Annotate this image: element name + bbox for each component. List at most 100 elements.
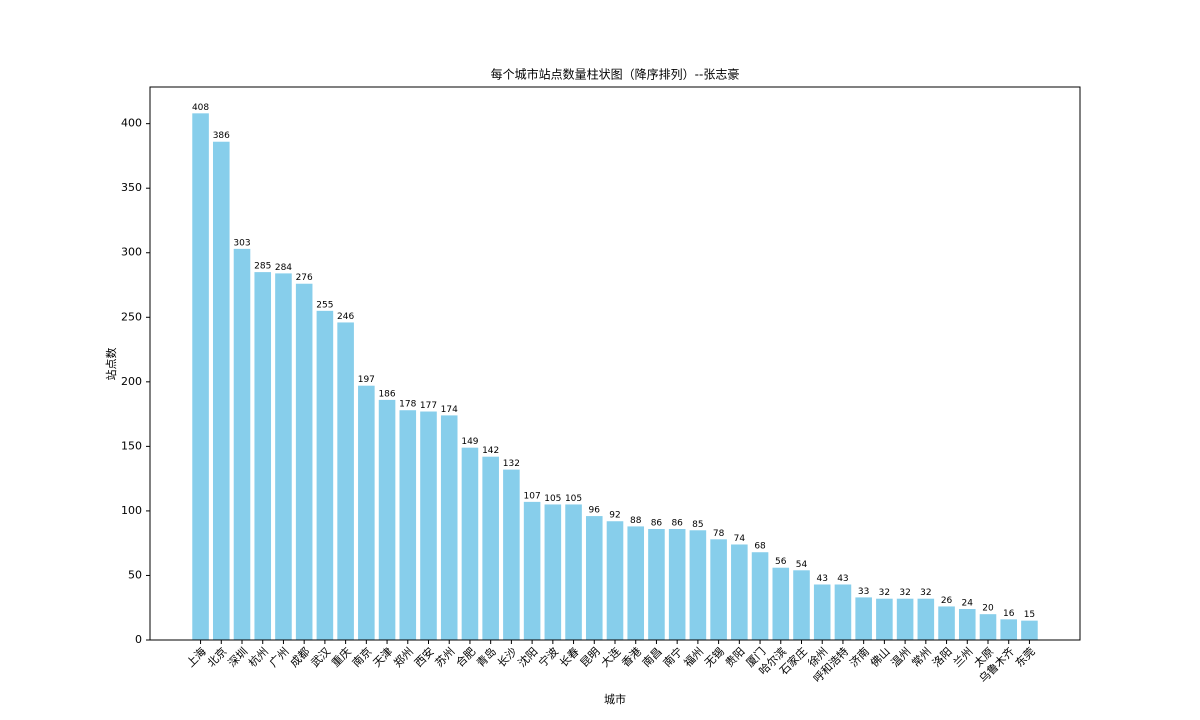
- x-tick-label: 温州: [889, 645, 914, 670]
- value-label: 284: [275, 263, 292, 273]
- y-tick-label: 400: [121, 117, 142, 130]
- x-tick-label: 济南: [846, 644, 871, 669]
- value-label: 276: [296, 273, 313, 283]
- y-axis-label: 站点数: [104, 348, 118, 381]
- value-label: 96: [589, 506, 601, 516]
- value-label: 246: [337, 312, 354, 322]
- x-tick-label: 佛山: [868, 645, 893, 670]
- y-tick-label: 100: [121, 504, 142, 517]
- value-label: 386: [213, 131, 230, 141]
- value-label: 92: [609, 511, 620, 521]
- y-tick-label: 300: [121, 246, 142, 259]
- bar: [254, 272, 272, 640]
- value-label: 149: [461, 437, 478, 447]
- x-tick-label: 沈阳: [515, 644, 540, 669]
- value-label: 86: [651, 518, 663, 528]
- value-label: 85: [692, 520, 703, 530]
- bar: [482, 456, 499, 640]
- bar: [751, 552, 769, 640]
- value-label: 78: [713, 529, 725, 539]
- bar: [1000, 619, 1018, 640]
- bar: [731, 544, 748, 640]
- bar: [896, 598, 914, 640]
- x-tick-label: 兰州: [951, 645, 976, 670]
- value-label: 105: [544, 494, 561, 504]
- x-tick-label: 天津: [371, 645, 396, 670]
- bar: [876, 598, 893, 640]
- x-tick-label: 南宁: [660, 644, 685, 669]
- bar: [212, 141, 230, 640]
- chart-title: 每个城市站点数量柱状图（降序排列）--张志豪: [491, 67, 740, 82]
- y-tick-label: 250: [121, 310, 142, 323]
- bar: [192, 113, 209, 641]
- value-label: 105: [565, 494, 582, 504]
- plot-frame: [149, 86, 1081, 641]
- value-label: 16: [1003, 609, 1015, 619]
- x-tick-label: 郑州: [391, 644, 416, 669]
- value-label: 74: [734, 534, 746, 544]
- x-tick-label: 长沙: [495, 645, 520, 670]
- bar: [275, 273, 292, 640]
- value-label: 408: [192, 103, 209, 113]
- value-label: 255: [316, 300, 333, 310]
- value-label: 86: [671, 518, 683, 528]
- bar: [337, 322, 354, 640]
- value-label: 32: [920, 588, 931, 598]
- value-label: 54: [796, 560, 808, 570]
- x-tick-label: 北京: [204, 644, 229, 669]
- x-tick-label: 上海: [183, 644, 208, 669]
- value-label: 285: [254, 262, 271, 272]
- x-tick-label: 南昌: [640, 645, 665, 670]
- bar: [958, 609, 976, 640]
- bar: [793, 570, 810, 640]
- value-label: 197: [358, 375, 375, 385]
- value-label: 107: [524, 491, 541, 501]
- y-tick-label: 0: [135, 633, 142, 646]
- value-label: 142: [482, 446, 499, 456]
- bar: [813, 584, 831, 640]
- x-tick-label: 无锡: [701, 644, 726, 669]
- bar: [979, 614, 997, 640]
- bar: [503, 469, 520, 640]
- bar: [544, 504, 562, 640]
- x-tick-label: 合肥: [453, 644, 478, 669]
- x-tick-label: 西安: [411, 644, 436, 669]
- x-tick-label: 贵阳: [723, 645, 748, 670]
- bar: [855, 597, 872, 640]
- bar: [648, 528, 665, 640]
- x-tick-label: 杭州: [246, 644, 271, 669]
- y-tick-label: 50: [128, 568, 142, 581]
- value-label: 32: [899, 588, 910, 598]
- bar: [399, 410, 417, 640]
- x-tick-label: 成都: [288, 645, 313, 670]
- x-tick-label: 昆明: [578, 645, 603, 670]
- value-label: 24: [962, 599, 974, 609]
- bar: [938, 606, 955, 640]
- value-label: 177: [420, 401, 437, 411]
- x-tick-label: 常州: [909, 645, 934, 670]
- x-tick-label: 长春: [557, 645, 582, 670]
- bar: [461, 447, 479, 640]
- value-label: 43: [816, 574, 827, 584]
- bar: [772, 567, 790, 640]
- bar: [233, 248, 251, 640]
- x-tick-label: 洛阳: [929, 644, 954, 669]
- bar: [295, 283, 313, 640]
- bar: [834, 584, 852, 640]
- bar: [1021, 620, 1038, 640]
- bar: [668, 528, 686, 640]
- bar: [710, 539, 727, 640]
- value-label: 56: [775, 557, 787, 567]
- x-tick-label: 大连: [598, 644, 623, 669]
- bar: [440, 415, 458, 640]
- value-label: 15: [1024, 610, 1035, 620]
- x-tick-label: 广州: [267, 645, 292, 670]
- bar: [316, 310, 334, 640]
- x-tick-label: 宁波: [536, 644, 561, 669]
- bar: [420, 411, 437, 640]
- bar: [627, 526, 645, 640]
- x-tick-label: 福州: [681, 644, 706, 669]
- value-label: 186: [378, 389, 395, 399]
- value-label: 178: [399, 400, 416, 410]
